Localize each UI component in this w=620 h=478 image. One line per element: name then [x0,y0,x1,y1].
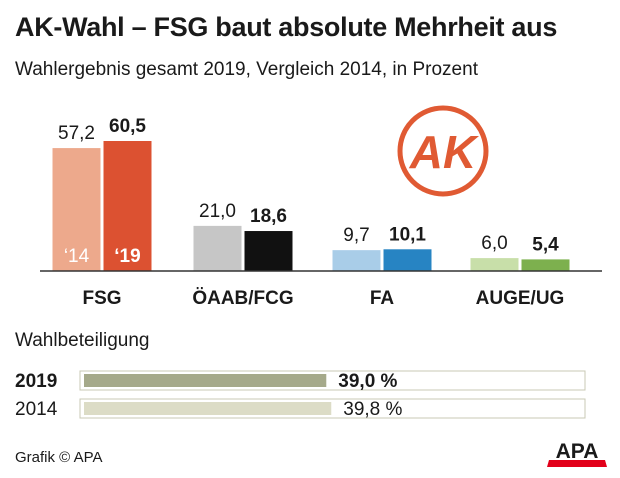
category-label-fa: FA [370,288,395,309]
bar-auge-ug-2014 [470,258,519,271]
bar-auge-ug-2019 [521,259,570,271]
turnout-value-2019: 39,0 % [338,371,397,392]
data-label-fsg-2014: 57,2 [58,123,95,144]
data-label-fa-2014: 9,7 [343,225,369,246]
category-labels: FSG ÖAAB/FCG FA AUGE/UG [82,288,564,309]
data-label-fsg-2019: 60,5 [109,116,146,137]
data-label-aab-fcg-2019: 18,6 [250,206,287,227]
bar-fsg-2019 [103,141,152,271]
data-label-fa-2019: 10,1 [389,224,426,245]
bar-fsg-2014 [52,148,101,271]
ak-logo-text: AK [409,126,479,178]
bar-chart: 57,2 ‘14 60,5 ‘19 21,0 18,6 9,7 10,1 6,0 5,4 [52,116,570,271]
turnout-value-2014: 39,8 % [343,399,402,420]
bar-aab-fcg-2019 [244,231,293,271]
turnout-year-2019: 2019 [15,371,57,392]
apa-logo: APA [547,440,607,467]
turnout-bar-2019 [84,374,327,387]
page-title: AK-Wahl – FSG baut absolute Mehrheit aus [15,12,558,42]
data-label-auge-ug-2019: 5,4 [532,234,559,255]
turnout-chart: 2019 39,0 % 2014 39,8 % [15,370,586,420]
turnout-bar-2014 [84,402,332,415]
chart: 57,2 ‘14 60,5 ‘19 21,0 18,6 9,7 10,1 6,0 5,4 FSG Ö… [15,116,602,420]
turnout-heading: Wahlbeteiligung [15,330,150,351]
ak-logo: AK [397,105,489,197]
category-label-fsg: FSG [82,288,121,309]
apa-logo-text: APA [556,440,599,463]
bar-fa-2019 [383,249,432,271]
category-label-aab-fcg: ÖAAB/FCG [192,288,293,309]
data-label-aab-fcg-2014: 21,0 [199,201,236,222]
page-subtitle: Wahlergebnis gesamt 2019, Vergleich 2014… [15,59,478,80]
apa-logo-stripe [547,460,607,467]
bar-fa-2014 [332,250,381,271]
bar-aab-fcg-2014 [193,225,242,271]
legend-label-2019: ‘19 [114,246,140,267]
turnout-year-2014: 2014 [15,399,58,420]
data-label-auge-ug-2014: 6,0 [481,233,507,254]
ak-logo-ring [397,105,489,197]
category-label-auge-ug: AUGE/UG [476,288,565,309]
legend-label-2014: ‘14 [64,246,90,267]
credit-text: Grafik © APA [15,449,103,466]
